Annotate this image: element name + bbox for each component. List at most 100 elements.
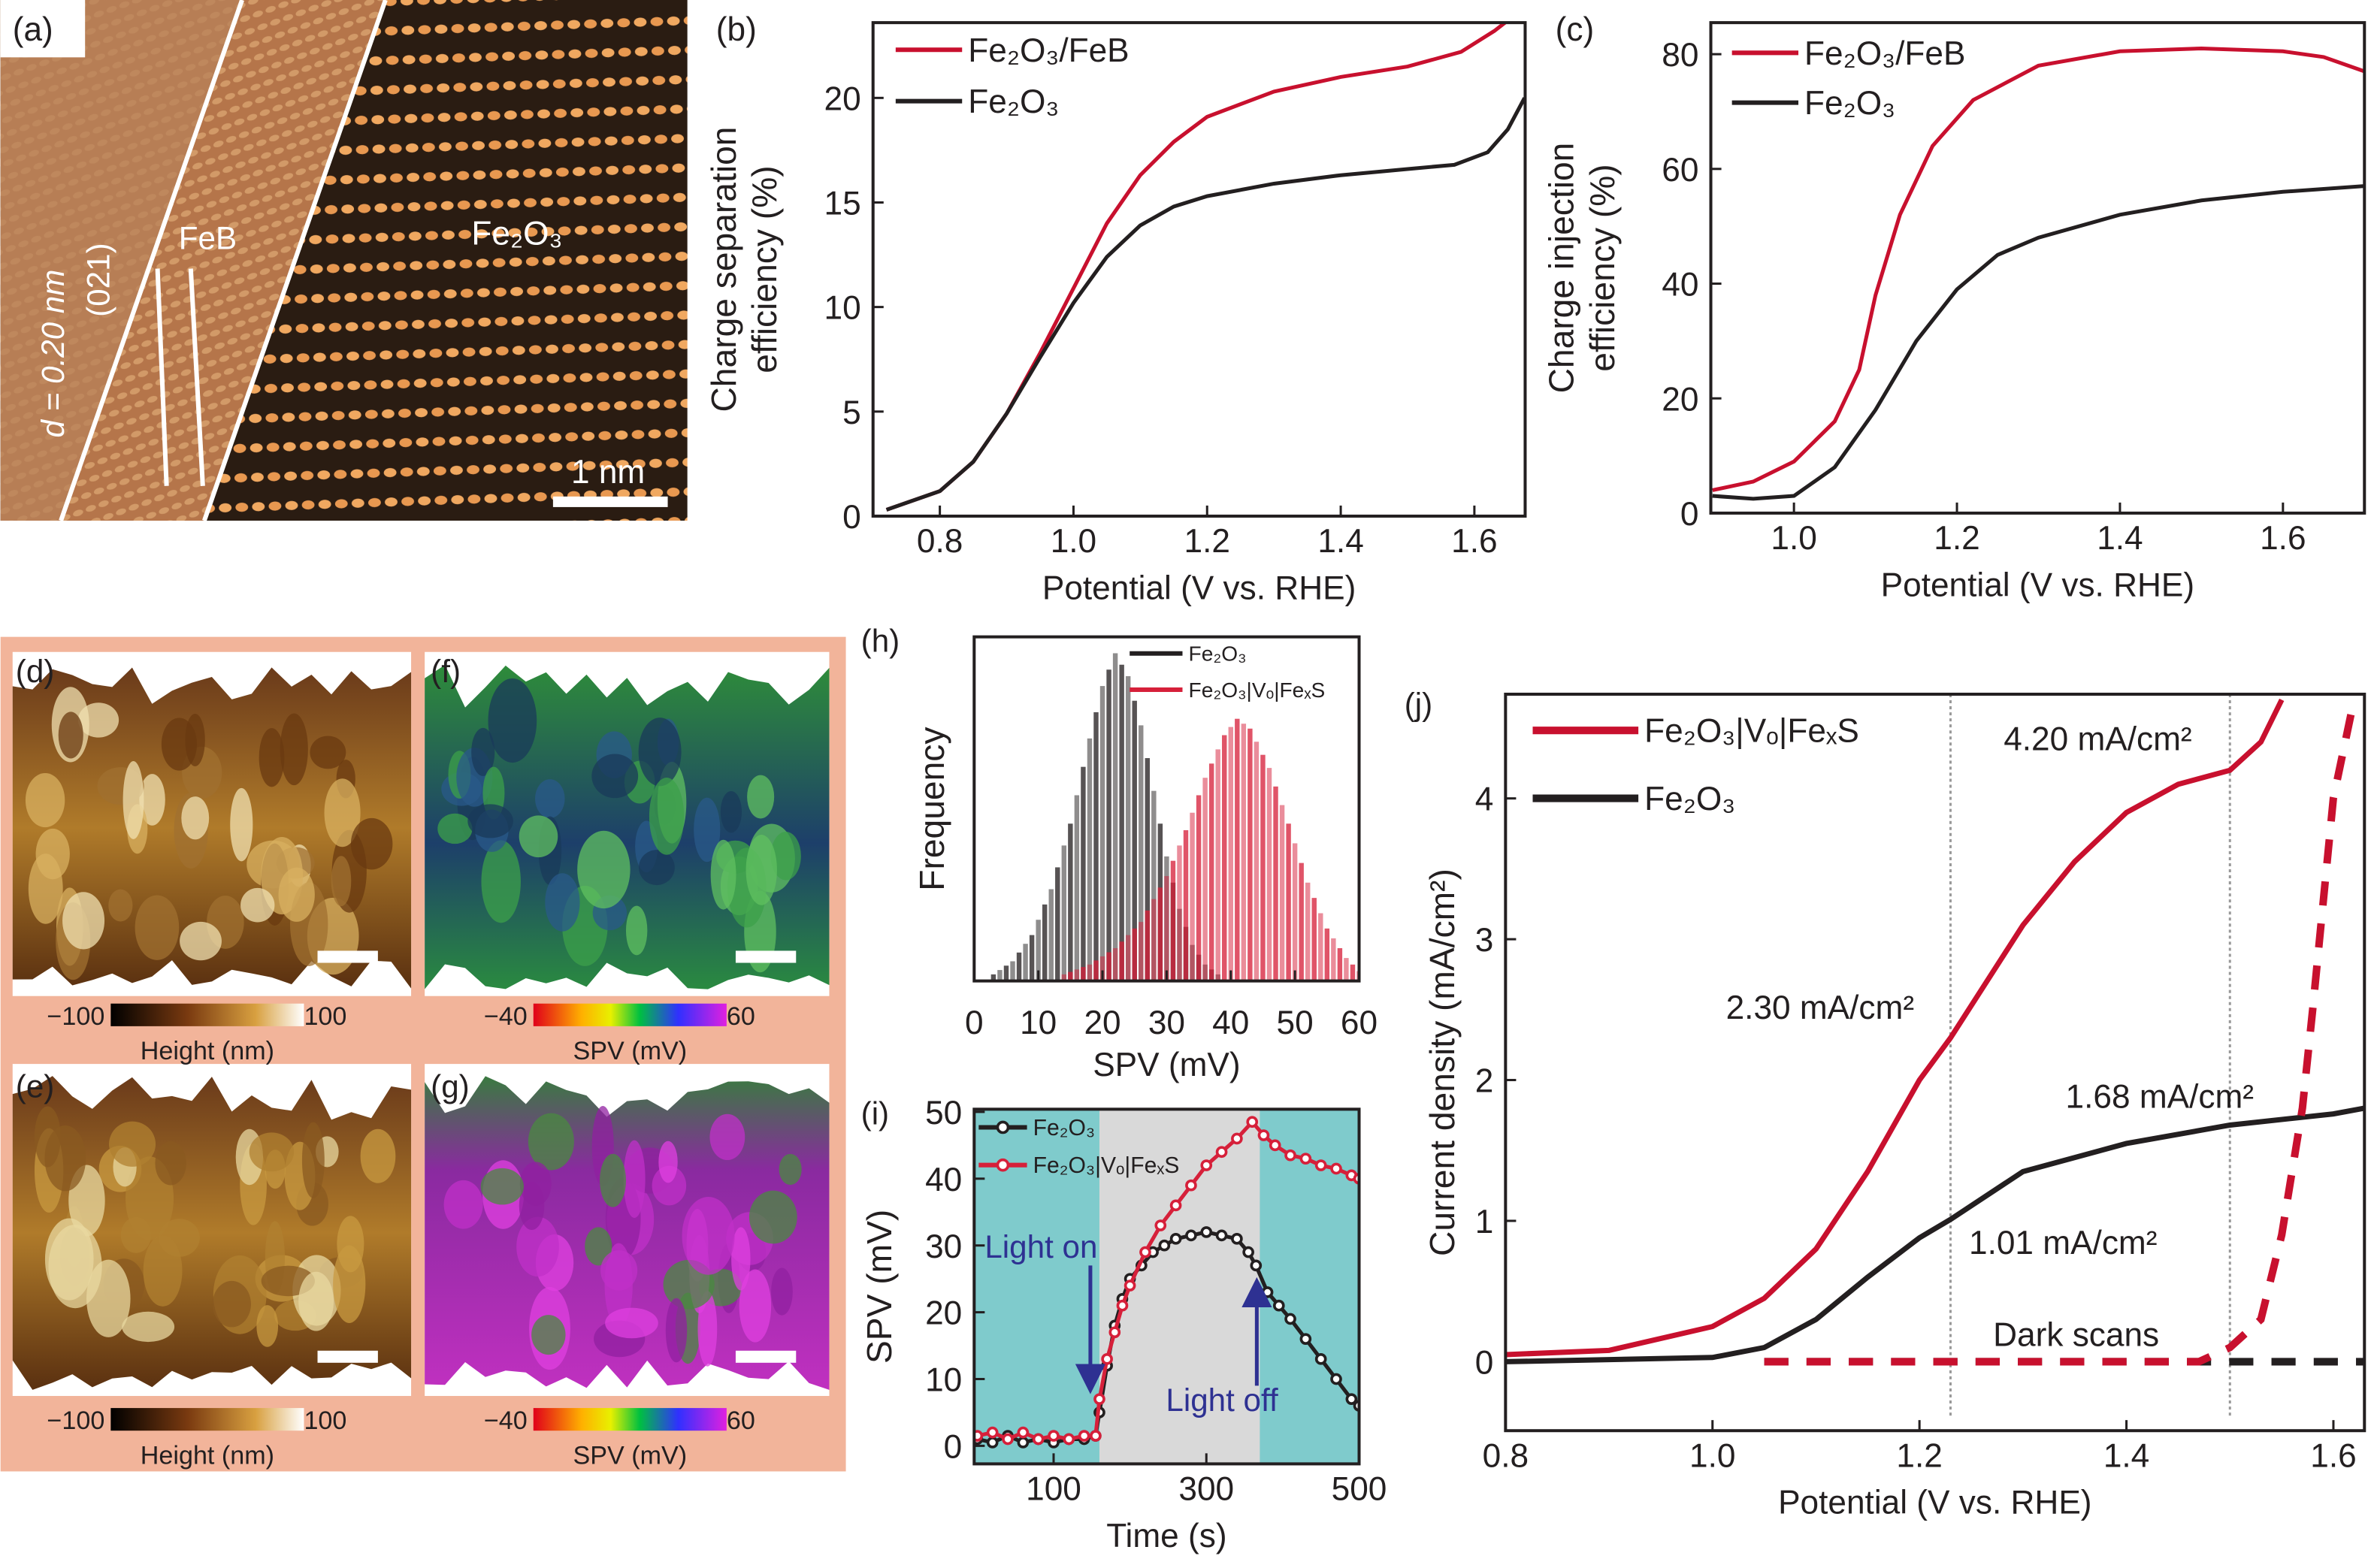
histogram-bar xyxy=(1010,961,1015,981)
legend-label: Fe₂O₃ xyxy=(1189,642,1247,666)
feb-label: FeB xyxy=(179,220,237,255)
data-point xyxy=(1284,1313,1296,1325)
legend-label: Fe₂O₃|Vₒ|FeₓS xyxy=(1189,678,1326,702)
x-tick-label: 0.8 xyxy=(1483,1437,1529,1474)
histogram-bar xyxy=(1260,754,1266,981)
x-tick-label: 1.4 xyxy=(2097,520,2143,557)
x-axis-label: Potential (V vs. RHE) xyxy=(1778,1485,2091,1521)
histogram-bar xyxy=(1023,944,1028,981)
y-tick-label: 20 xyxy=(1662,381,1698,418)
y-tick-label: 80 xyxy=(1662,37,1698,74)
x-tick-label: 1.2 xyxy=(1184,523,1230,560)
histogram-bar xyxy=(1106,952,1111,981)
histogram-bar xyxy=(1139,725,1144,981)
histogram-bar xyxy=(1344,958,1349,981)
panel-label-h: (h) xyxy=(861,624,900,659)
y-tick-label: 30 xyxy=(925,1228,962,1265)
histogram-bar xyxy=(1170,860,1176,981)
legend: Fe₂O₃/FeB Fe₂O₃ xyxy=(1731,35,1965,122)
histogram-bar xyxy=(1208,763,1214,981)
spv-colorbar-max: 60 xyxy=(727,1002,755,1031)
data-point xyxy=(1299,1333,1312,1346)
histogram-bar xyxy=(1099,686,1105,981)
x-tick-label: 60 xyxy=(1341,1005,1378,1041)
scale-bar-label: 1 nm xyxy=(571,454,645,491)
y-tick-label: 3 xyxy=(1475,922,1494,959)
value-annotation: 1.01 mA/cm² xyxy=(1969,1225,2157,1261)
histogram-bar xyxy=(1305,882,1311,981)
height-colorbar-max: 100 xyxy=(304,1002,346,1031)
histogram-bar xyxy=(1068,971,1073,981)
histogram-bar xyxy=(1112,653,1118,981)
legend: Fe₂O₃ Fe₂O₃|Vₒ|FeₓS xyxy=(978,1116,1179,1178)
y-tick-label: 0 xyxy=(944,1428,963,1465)
histogram-series xyxy=(1061,718,1359,981)
histogram-bar xyxy=(1145,910,1151,981)
data-point xyxy=(1215,1229,1228,1242)
histogram-bar xyxy=(1061,974,1067,981)
height-map-d xyxy=(12,651,412,996)
data-point xyxy=(986,1437,999,1449)
y-tick-label: 40 xyxy=(1662,267,1698,304)
data-point xyxy=(1101,1353,1113,1365)
histogram-bar xyxy=(990,974,996,981)
data-point xyxy=(1345,1393,1358,1406)
legend: Fe₂O₃/FeB Fe₂O₃ xyxy=(895,32,1130,120)
height-colorbar-label: Height (nm) xyxy=(141,1037,274,1065)
histogram-bar xyxy=(1177,845,1182,981)
legend-label: Fe₂O₃ xyxy=(1804,85,1895,122)
data-point xyxy=(1284,1149,1296,1162)
y-tick-label: 40 xyxy=(925,1162,962,1198)
histogram-bar xyxy=(1119,941,1124,981)
panel-label-c: (c) xyxy=(1556,11,1595,48)
d-spacing-marker xyxy=(155,268,169,486)
histogram-bar xyxy=(997,970,1003,981)
spv-colorbar xyxy=(533,1003,727,1026)
panel-label-d: (d) xyxy=(16,654,55,689)
data-point xyxy=(1299,1153,1312,1165)
data-point xyxy=(974,1430,984,1442)
plot-frame xyxy=(1709,21,2366,515)
panel-d-g-maps: (d) (f) (e) (g) −100 100 Height (nm) −40 60 S… xyxy=(0,636,846,1472)
data-point xyxy=(1215,1146,1228,1159)
histogram-bar xyxy=(1331,938,1336,981)
y-tick-label: 60 xyxy=(1662,152,1698,189)
height-colorbar-max: 100 xyxy=(304,1406,346,1435)
y-axis-label: Charge injection xyxy=(1542,143,1581,394)
data-point xyxy=(1032,1433,1045,1446)
chart-i: 100 300 500 0 10 20 30 40 50 Time (s) SPV (mV) Fe₂O… xyxy=(860,1095,1387,1554)
value-annotation: 4.20 mA/cm² xyxy=(2004,721,2191,757)
d-spacing-label: d = 0.20 nm xyxy=(35,270,71,438)
histogram-bar xyxy=(1055,867,1060,981)
data-point xyxy=(1185,1179,1197,1192)
x-tick-label: 1.0 xyxy=(1771,520,1816,557)
histogram-bar xyxy=(1125,675,1131,981)
legend-label: Fe₂O₃|Vₒ|FeₓS xyxy=(1644,713,1859,750)
histogram-bar xyxy=(1164,876,1169,981)
data-point xyxy=(1242,1246,1254,1258)
x-tick-label: 1.2 xyxy=(1934,520,1979,557)
panel-label-j: (j) xyxy=(1405,687,1432,722)
data-point xyxy=(1231,1132,1243,1145)
scale-bar xyxy=(735,1350,797,1363)
histogram-bar xyxy=(1215,749,1220,981)
legend-label: Fe₂O₃ xyxy=(968,83,1059,120)
x-axis-label: Time (s) xyxy=(1106,1518,1226,1554)
histogram-bar xyxy=(1074,795,1080,981)
legend: Fe₂O₃|Vₒ|FeₓS Fe₂O₃ xyxy=(1532,713,1859,817)
histogram-bar xyxy=(1273,786,1278,981)
data-point xyxy=(1090,1430,1102,1442)
spv-map-g xyxy=(425,1064,830,1397)
chart-c: 1.0 1.2 1.4 1.6 0 20 40 60 80 Potential (V vs. RH… xyxy=(1542,21,2366,603)
y-axis-label: Charge separation xyxy=(704,127,743,412)
y-tick-label: 15 xyxy=(824,186,860,222)
height-colorbar xyxy=(110,1003,304,1026)
x-tick-label: 1.6 xyxy=(1451,523,1497,560)
data-point xyxy=(1078,1430,1090,1442)
panel-label-a: (a) xyxy=(13,11,53,48)
value-annotation: 2.30 mA/cm² xyxy=(1726,989,1914,1026)
histogram-bar xyxy=(1318,913,1323,981)
histogram-bar xyxy=(1145,758,1151,981)
histogram-bar xyxy=(1042,904,1048,981)
y-tick-label: 0 xyxy=(1680,496,1699,533)
